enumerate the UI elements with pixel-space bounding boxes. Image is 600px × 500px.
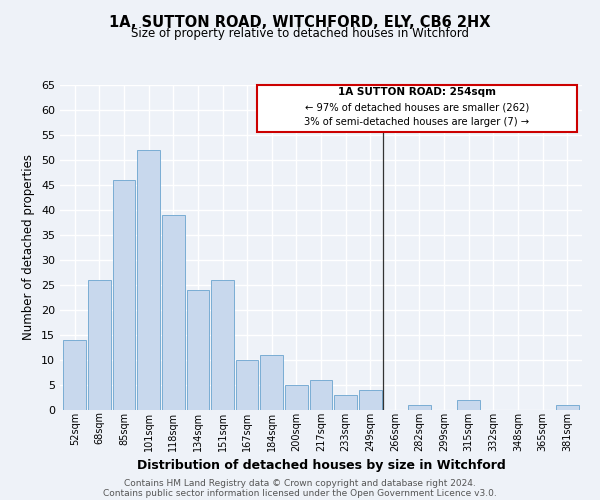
Bar xyxy=(137,150,160,410)
Bar xyxy=(310,380,332,410)
Bar xyxy=(260,355,283,410)
Bar xyxy=(236,360,259,410)
Text: Size of property relative to detached houses in Witchford: Size of property relative to detached ho… xyxy=(131,28,469,40)
Text: ← 97% of detached houses are smaller (262): ← 97% of detached houses are smaller (26… xyxy=(305,102,529,113)
Bar xyxy=(556,405,578,410)
Bar xyxy=(162,215,185,410)
Bar xyxy=(457,400,480,410)
FancyBboxPatch shape xyxy=(257,85,577,132)
Text: Contains public sector information licensed under the Open Government Licence v3: Contains public sector information licen… xyxy=(103,488,497,498)
Bar xyxy=(359,390,382,410)
Bar xyxy=(285,385,308,410)
Bar xyxy=(211,280,234,410)
Bar xyxy=(113,180,136,410)
Bar xyxy=(88,280,111,410)
Text: Contains HM Land Registry data © Crown copyright and database right 2024.: Contains HM Land Registry data © Crown c… xyxy=(124,478,476,488)
Text: 3% of semi-detached houses are larger (7) →: 3% of semi-detached houses are larger (7… xyxy=(304,118,530,128)
Bar xyxy=(334,395,357,410)
Bar xyxy=(187,290,209,410)
Y-axis label: Number of detached properties: Number of detached properties xyxy=(22,154,35,340)
X-axis label: Distribution of detached houses by size in Witchford: Distribution of detached houses by size … xyxy=(137,459,505,472)
Text: 1A, SUTTON ROAD, WITCHFORD, ELY, CB6 2HX: 1A, SUTTON ROAD, WITCHFORD, ELY, CB6 2HX xyxy=(109,15,491,30)
Text: 1A SUTTON ROAD: 254sqm: 1A SUTTON ROAD: 254sqm xyxy=(338,88,496,98)
Bar xyxy=(64,340,86,410)
Bar xyxy=(408,405,431,410)
